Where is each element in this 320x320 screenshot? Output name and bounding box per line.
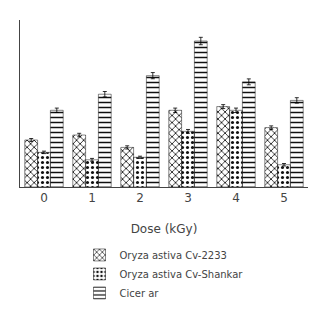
svg-text:Cicer ar: Cicer ar <box>120 288 160 299</box>
svg-text:0: 0 <box>40 191 48 205</box>
svg-text:Oryza astiva Cv-Shankar: Oryza astiva Cv-Shankar <box>120 269 244 280</box>
svg-text:3: 3 <box>184 191 192 205</box>
svg-text:1: 1 <box>88 191 96 205</box>
svg-text:5: 5 <box>280 191 288 205</box>
svg-text:Dose (kGy): Dose (kGy) <box>131 222 198 236</box>
svg-text:2: 2 <box>136 191 144 205</box>
svg-text:Oryza astiva Cv-2233: Oryza astiva Cv-2233 <box>120 250 227 261</box>
svg-text:4: 4 <box>232 191 240 205</box>
